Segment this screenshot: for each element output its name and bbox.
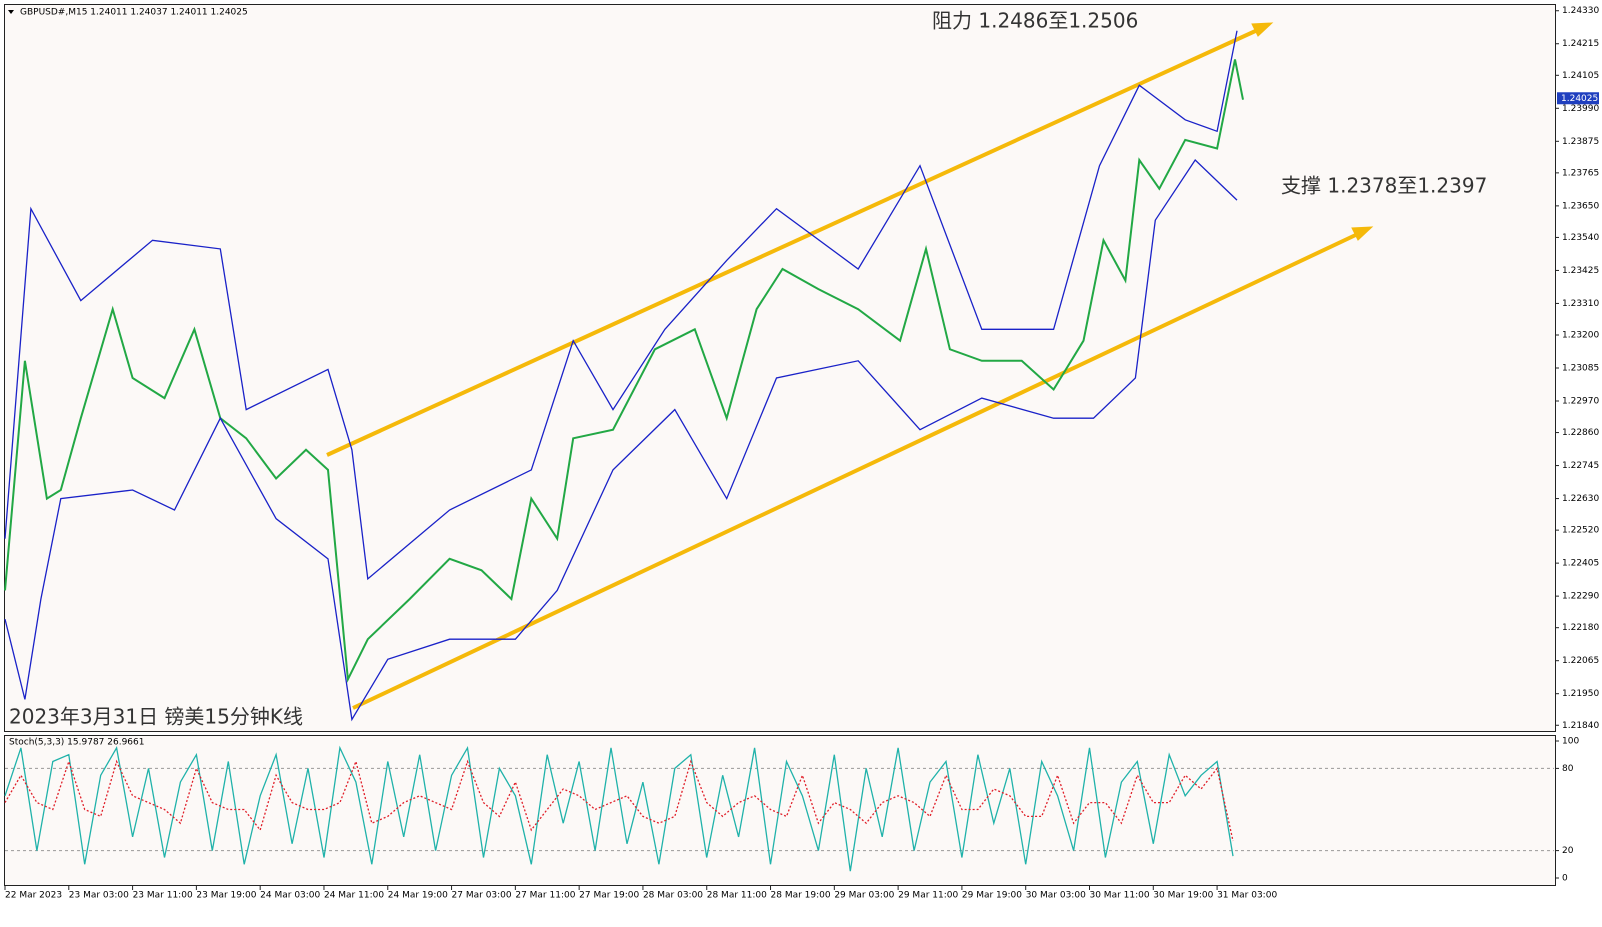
annotation: 阻力 1.2486至1.2506 [932,9,1138,33]
x-tick-label: 27 Mar 11:00 [515,891,575,901]
y-tick-label: 1.21950 [1562,689,1599,699]
stoch-panel [4,735,1556,886]
price-panel [4,4,1556,732]
y-tick-label: 1.22180 [1562,623,1599,633]
support-line [352,230,1363,710]
y-tick-label: 1.21840 [1562,721,1599,731]
x-tick-label: 29 Mar 03:00 [834,891,894,901]
series-line [4,158,1238,722]
y-tick-label: 20 [1562,846,1574,856]
y-tick-label: 1.23425 [1562,266,1599,276]
annotation: 2023年3月31日 镑美15分钟K线 [9,705,303,729]
y-tick-label: 1.22405 [1562,559,1599,569]
series-line [4,30,1238,581]
series-line [4,59,1244,683]
last-price-label: 1.24025 [1561,94,1598,104]
x-tick-label: 27 Mar 19:00 [579,891,639,901]
y-tick-label: 1.23540 [1562,233,1599,243]
y-tick-label: 1.23990 [1562,104,1599,114]
y-tick-label: 1.23875 [1562,137,1599,147]
y-tick-label: 1.22290 [1562,592,1599,602]
y-tick-label: 1.22065 [1562,656,1599,666]
y-tick-label: 1.22630 [1562,494,1599,504]
x-tick-label: 24 Mar 11:00 [324,891,384,901]
series-line [4,745,1234,872]
x-tick-label: 22 Mar 2023 [5,891,62,901]
x-tick-label: 29 Mar 11:00 [898,891,958,901]
y-tick-label: 1.23650 [1562,201,1599,211]
x-tick-label: 28 Mar 03:00 [643,891,703,901]
y-tick-label: 1.23200 [1562,331,1599,341]
x-tick-label: 23 Mar 03:00 [69,891,129,901]
last-price-marker [1557,92,1599,105]
title-icon [8,10,14,14]
y-tick-label: 1.22520 [1562,526,1599,536]
x-tick-label: 24 Mar 19:00 [388,891,448,901]
chart-title: GBPUSD#,M15 1.24011 1.24037 1.24011 1.24… [20,8,248,18]
resistance-line [326,26,1263,457]
y-tick-label: 1.22745 [1562,461,1599,471]
x-tick-label: 27 Mar 03:00 [452,891,512,901]
x-tick-label: 30 Mar 03:00 [1026,891,1086,901]
y-tick-label: 80 [1562,764,1574,774]
y-tick-label: 0 [1562,874,1568,884]
annotation: 支撑 1.2378至1.2397 [1281,174,1487,198]
series-line [4,759,1234,842]
y-tick-label: 1.23085 [1562,364,1599,374]
y-tick-label: 1.24105 [1562,71,1599,81]
x-tick-label: 30 Mar 19:00 [1153,891,1213,901]
y-tick-label: 100 [1562,737,1579,747]
y-tick-label: 1.22970 [1562,397,1599,407]
indicator-title: Stoch(5,3,3) 15.9787 26.9661 [9,738,144,748]
y-tick-label: 1.24215 [1562,39,1599,49]
y-tick-label: 1.24330 [1562,6,1599,16]
arrow-head [1251,22,1274,37]
x-tick-label: 23 Mar 19:00 [196,891,256,901]
x-tick-label: 28 Mar 19:00 [771,891,831,901]
x-tick-label: 28 Mar 11:00 [707,891,767,901]
channel [326,22,1374,710]
y-tick-label: 1.23765 [1562,168,1599,178]
x-tick-label: 23 Mar 11:00 [133,891,193,901]
arrow-head [1351,226,1374,241]
y-tick-label: 1.23310 [1562,299,1599,309]
x-tick-label: 29 Mar 19:00 [962,891,1022,901]
x-tick-label: 31 Mar 03:00 [1217,891,1277,901]
x-tick-label: 30 Mar 11:00 [1089,891,1149,901]
y-tick-label: 1.22860 [1562,428,1599,438]
x-tick-label: 24 Mar 03:00 [260,891,320,901]
